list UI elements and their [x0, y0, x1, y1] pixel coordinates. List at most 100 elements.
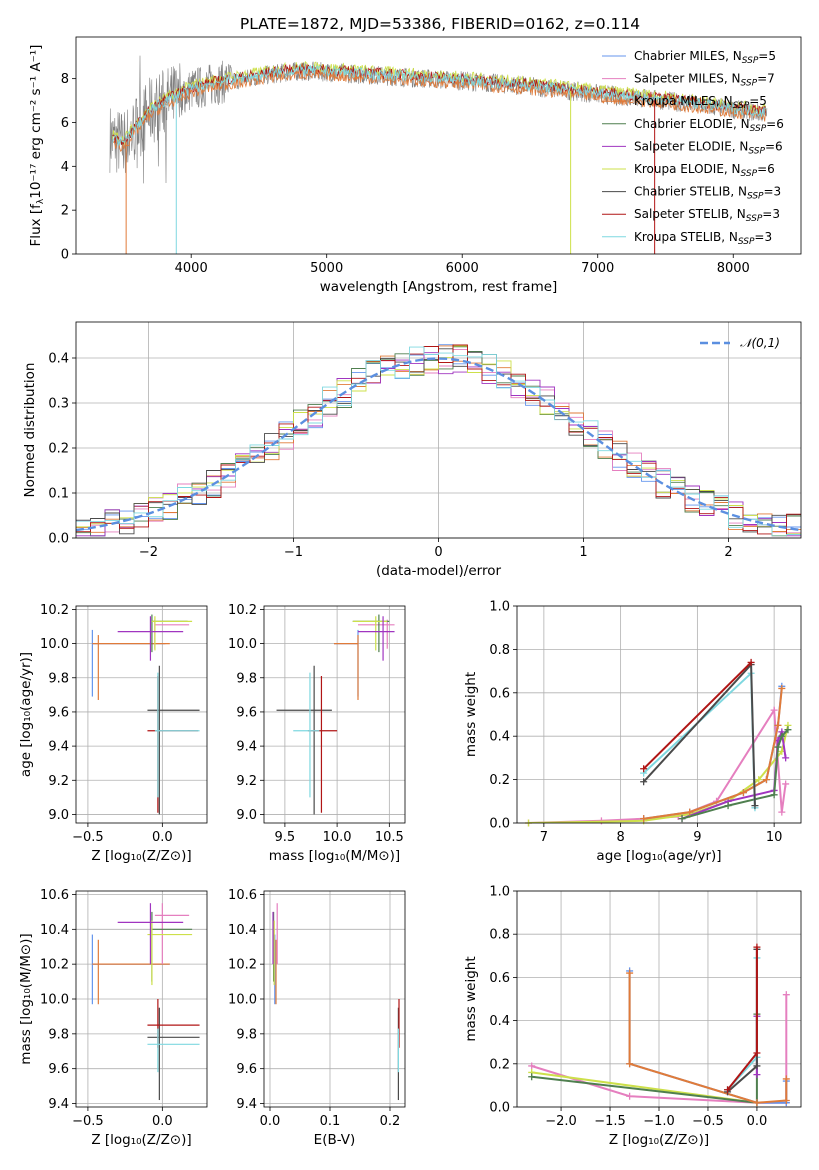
- mass-weight-line-chabrier-elodie: [681, 729, 789, 820]
- x-tick-label: 7000: [581, 261, 614, 276]
- axes-massweight-vs-z: −2.0 −1.5 −1.0 −0.5 0.0 0.0 0.2 0.4 0.6 0.8 1.0: [489, 885, 801, 1129]
- y-tick-label: 10.6: [228, 888, 257, 903]
- model-spectrum-kroupa-stelib: [112, 63, 766, 146]
- x-tick-label: −1.0: [643, 1114, 675, 1129]
- mass-weight-marker: [762, 776, 770, 784]
- y-axis-label: Normed distribution: [22, 363, 38, 498]
- mass-weight-marker: [686, 808, 694, 816]
- x-tick-label: −2.0: [545, 1114, 577, 1129]
- x-axis-label: Z [log₁₀(Z/Z⊙)]: [609, 1132, 709, 1148]
- legend-entry-normal: 𝒩(0,1): [740, 336, 780, 350]
- observed-spectrum-line: [109, 55, 768, 184]
- x-tick-label: 10.0: [323, 830, 352, 845]
- x-tick-label: −0.5: [692, 1114, 724, 1129]
- y-tick-label: 9.8: [236, 671, 257, 686]
- x-tick-label: 10: [766, 830, 783, 845]
- x-tick-label: 8: [616, 830, 624, 845]
- mass-weight-marker: [755, 776, 763, 784]
- y-tick-label: 9.2: [48, 774, 69, 789]
- x-tick-label: 6000: [446, 261, 479, 276]
- y-tick-label: 6: [61, 116, 69, 131]
- mass-weight-marker: [770, 706, 778, 714]
- y-axis-label: Flux [fλ10⁻¹⁷ erg cm⁻² s⁻¹ A⁻¹]: [28, 45, 46, 247]
- x-tick-label: −2: [139, 545, 158, 560]
- mass-weight-marker: [784, 726, 792, 734]
- mass-weight-line-kroupa-elodie: [528, 725, 789, 823]
- y-tick-label: 2: [61, 204, 69, 219]
- mass-weight-marker: [640, 815, 648, 823]
- mass-weight-marker: [747, 658, 755, 666]
- axes-frame-age-vs-z: [75, 605, 208, 824]
- y-tick-label: 8: [61, 72, 69, 87]
- x-axis-label: wavelength [Angstrom, rest frame]: [320, 279, 558, 295]
- y-tick-label: 10.0: [228, 993, 257, 1008]
- y-tick-label: 0.0: [489, 817, 510, 832]
- axes-mass-vs-z: −0.5 0.0 9.4 9.6 9.8 10.0 10.2 10.4 10.6: [40, 888, 207, 1129]
- y-tick-label: 0.2: [48, 442, 69, 457]
- y-tick-label: 0.6: [489, 686, 510, 701]
- x-axis-label: Z [log₁₀(Z/Z⊙)]: [91, 1132, 191, 1148]
- y-tick-label: 9.0: [48, 808, 69, 823]
- x-axis-label: mass [log₁₀(M/M⊙)]: [269, 848, 400, 864]
- y-tick-label: 9.2: [236, 774, 257, 789]
- axes-frame-age-vs-mass: [263, 605, 406, 824]
- y-tick-label: 0.0: [489, 1101, 510, 1116]
- y-tick-label: 9.4: [48, 740, 69, 755]
- y-tick-label: 9.0: [236, 808, 257, 823]
- x-tick-label: 0.0: [260, 1114, 281, 1129]
- mass-weight-marker: [626, 1092, 634, 1100]
- mass-weight-marker: [782, 1075, 790, 1083]
- axes-age-vs-mass: 9.5 10.0 10.5 9.0 9.2 9.4 9.6 9.8 10.0 10.2: [228, 603, 405, 845]
- axes-frame-mass-vs-ebv: [263, 890, 406, 1108]
- y-tick-label: 9.6: [48, 1062, 69, 1077]
- y-axis-label: mass [log₁₀(M/M⊙)]: [18, 933, 34, 1064]
- y-tick-label: 1.0: [489, 885, 510, 900]
- mass-weight-line-chabrier-elodie: [531, 1014, 758, 1104]
- histogram-kroupa-elodie: [76, 345, 801, 537]
- y-tick-label: 10.0: [40, 993, 69, 1008]
- x-tick-label: −0.5: [72, 1114, 104, 1129]
- y-tick-label: 9.8: [236, 1027, 257, 1042]
- axes-frame-residuals: [75, 321, 802, 539]
- y-tick-label: 0: [61, 248, 69, 263]
- y-tick-label: 9.6: [236, 1062, 257, 1077]
- x-tick-label: 0.0: [152, 1114, 173, 1129]
- y-tick-label: 0.4: [48, 352, 69, 367]
- mass-weight-marker: [640, 778, 648, 786]
- histogram-kroupa-stelib: [76, 346, 801, 537]
- mass-weight-marker: [782, 780, 790, 788]
- normal-curve-line: [76, 357, 801, 532]
- axes-mass-vs-ebv: 0.0 0.1 0.2 9.4 9.6 9.8 10.0 10.2 10.4 10.6: [228, 888, 405, 1129]
- legend-entry-chabrier-elodie: Chabrier ELODIE, NSSP=6: [634, 117, 784, 134]
- mass-weight-marker: [724, 1086, 732, 1094]
- mass-weight-marker: [774, 721, 782, 729]
- mass-weight-line-kroupa-stelib: [642, 671, 756, 808]
- y-tick-label: 0.0: [48, 532, 69, 547]
- x-tick-label: −1.5: [594, 1114, 626, 1129]
- x-tick-label: 4000: [175, 261, 208, 276]
- x-tick-label: 8000: [717, 261, 750, 276]
- x-axis-label: age [log₁₀(age/yr)]: [596, 848, 721, 864]
- legend-entry-salpeter-miles: Salpeter MILES, NSSP=7: [634, 72, 775, 89]
- x-tick-label: −1: [284, 545, 303, 560]
- axes-frame-massweight-vs-age: [516, 605, 802, 824]
- mass-weight-marker: [528, 1073, 536, 1081]
- x-tick-label: 9: [693, 830, 701, 845]
- x-tick-label: 9.5: [275, 830, 296, 845]
- y-tick-label: 0.8: [489, 643, 510, 658]
- y-tick-label: 9.4: [236, 1097, 257, 1112]
- y-tick-label: 10.4: [228, 923, 257, 938]
- mass-weight-line-salpeter-stelib: [726, 947, 758, 1091]
- x-tick-label: 7: [540, 830, 548, 845]
- axes-frame-mass-vs-z: [75, 890, 208, 1108]
- y-axis-label: mass weight: [463, 956, 479, 1041]
- y-tick-label: 10.6: [40, 888, 69, 903]
- mass-weight-marker: [782, 991, 790, 999]
- axes-frame-massweight-vs-z: [516, 890, 802, 1108]
- figure-title: PLATE=1872, MJD=53386, FIBERID=0162, z=0…: [240, 15, 640, 33]
- x-tick-label: 1: [579, 545, 587, 560]
- legend-entry-kroupa-stelib: Kroupa STELIB, NSSP=3: [634, 230, 772, 247]
- y-tick-label: 1.0: [489, 600, 510, 615]
- y-tick-label: 0.2: [489, 773, 510, 788]
